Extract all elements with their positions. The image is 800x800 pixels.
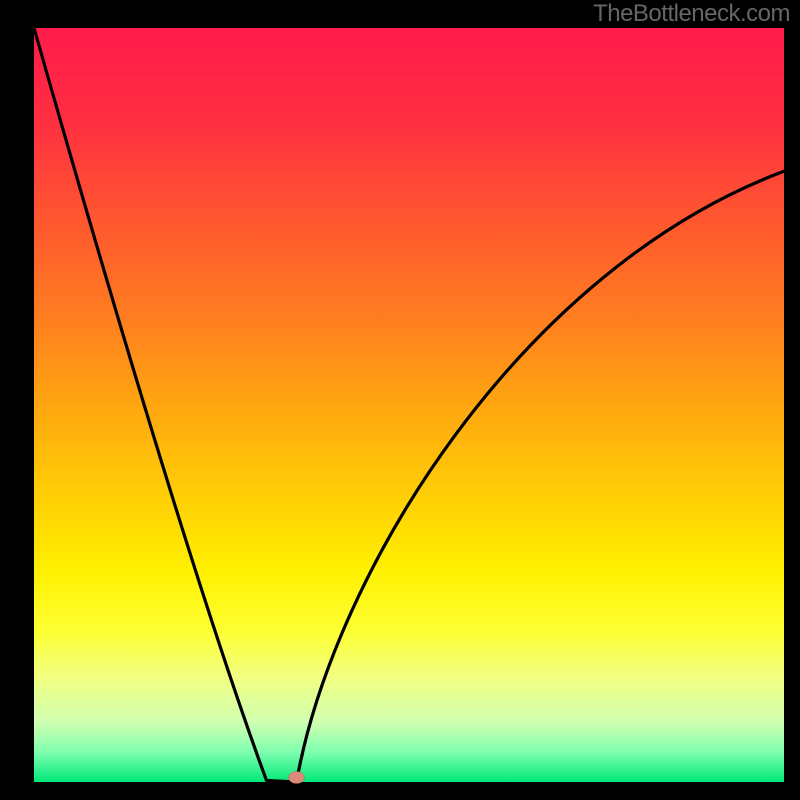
chart-frame: TheBottleneck.com (0, 0, 800, 800)
watermark-text: TheBottleneck.com (593, 0, 790, 28)
bottleneck-chart (0, 0, 800, 800)
optimal-point-marker (289, 771, 305, 783)
gradient-background (34, 28, 784, 782)
